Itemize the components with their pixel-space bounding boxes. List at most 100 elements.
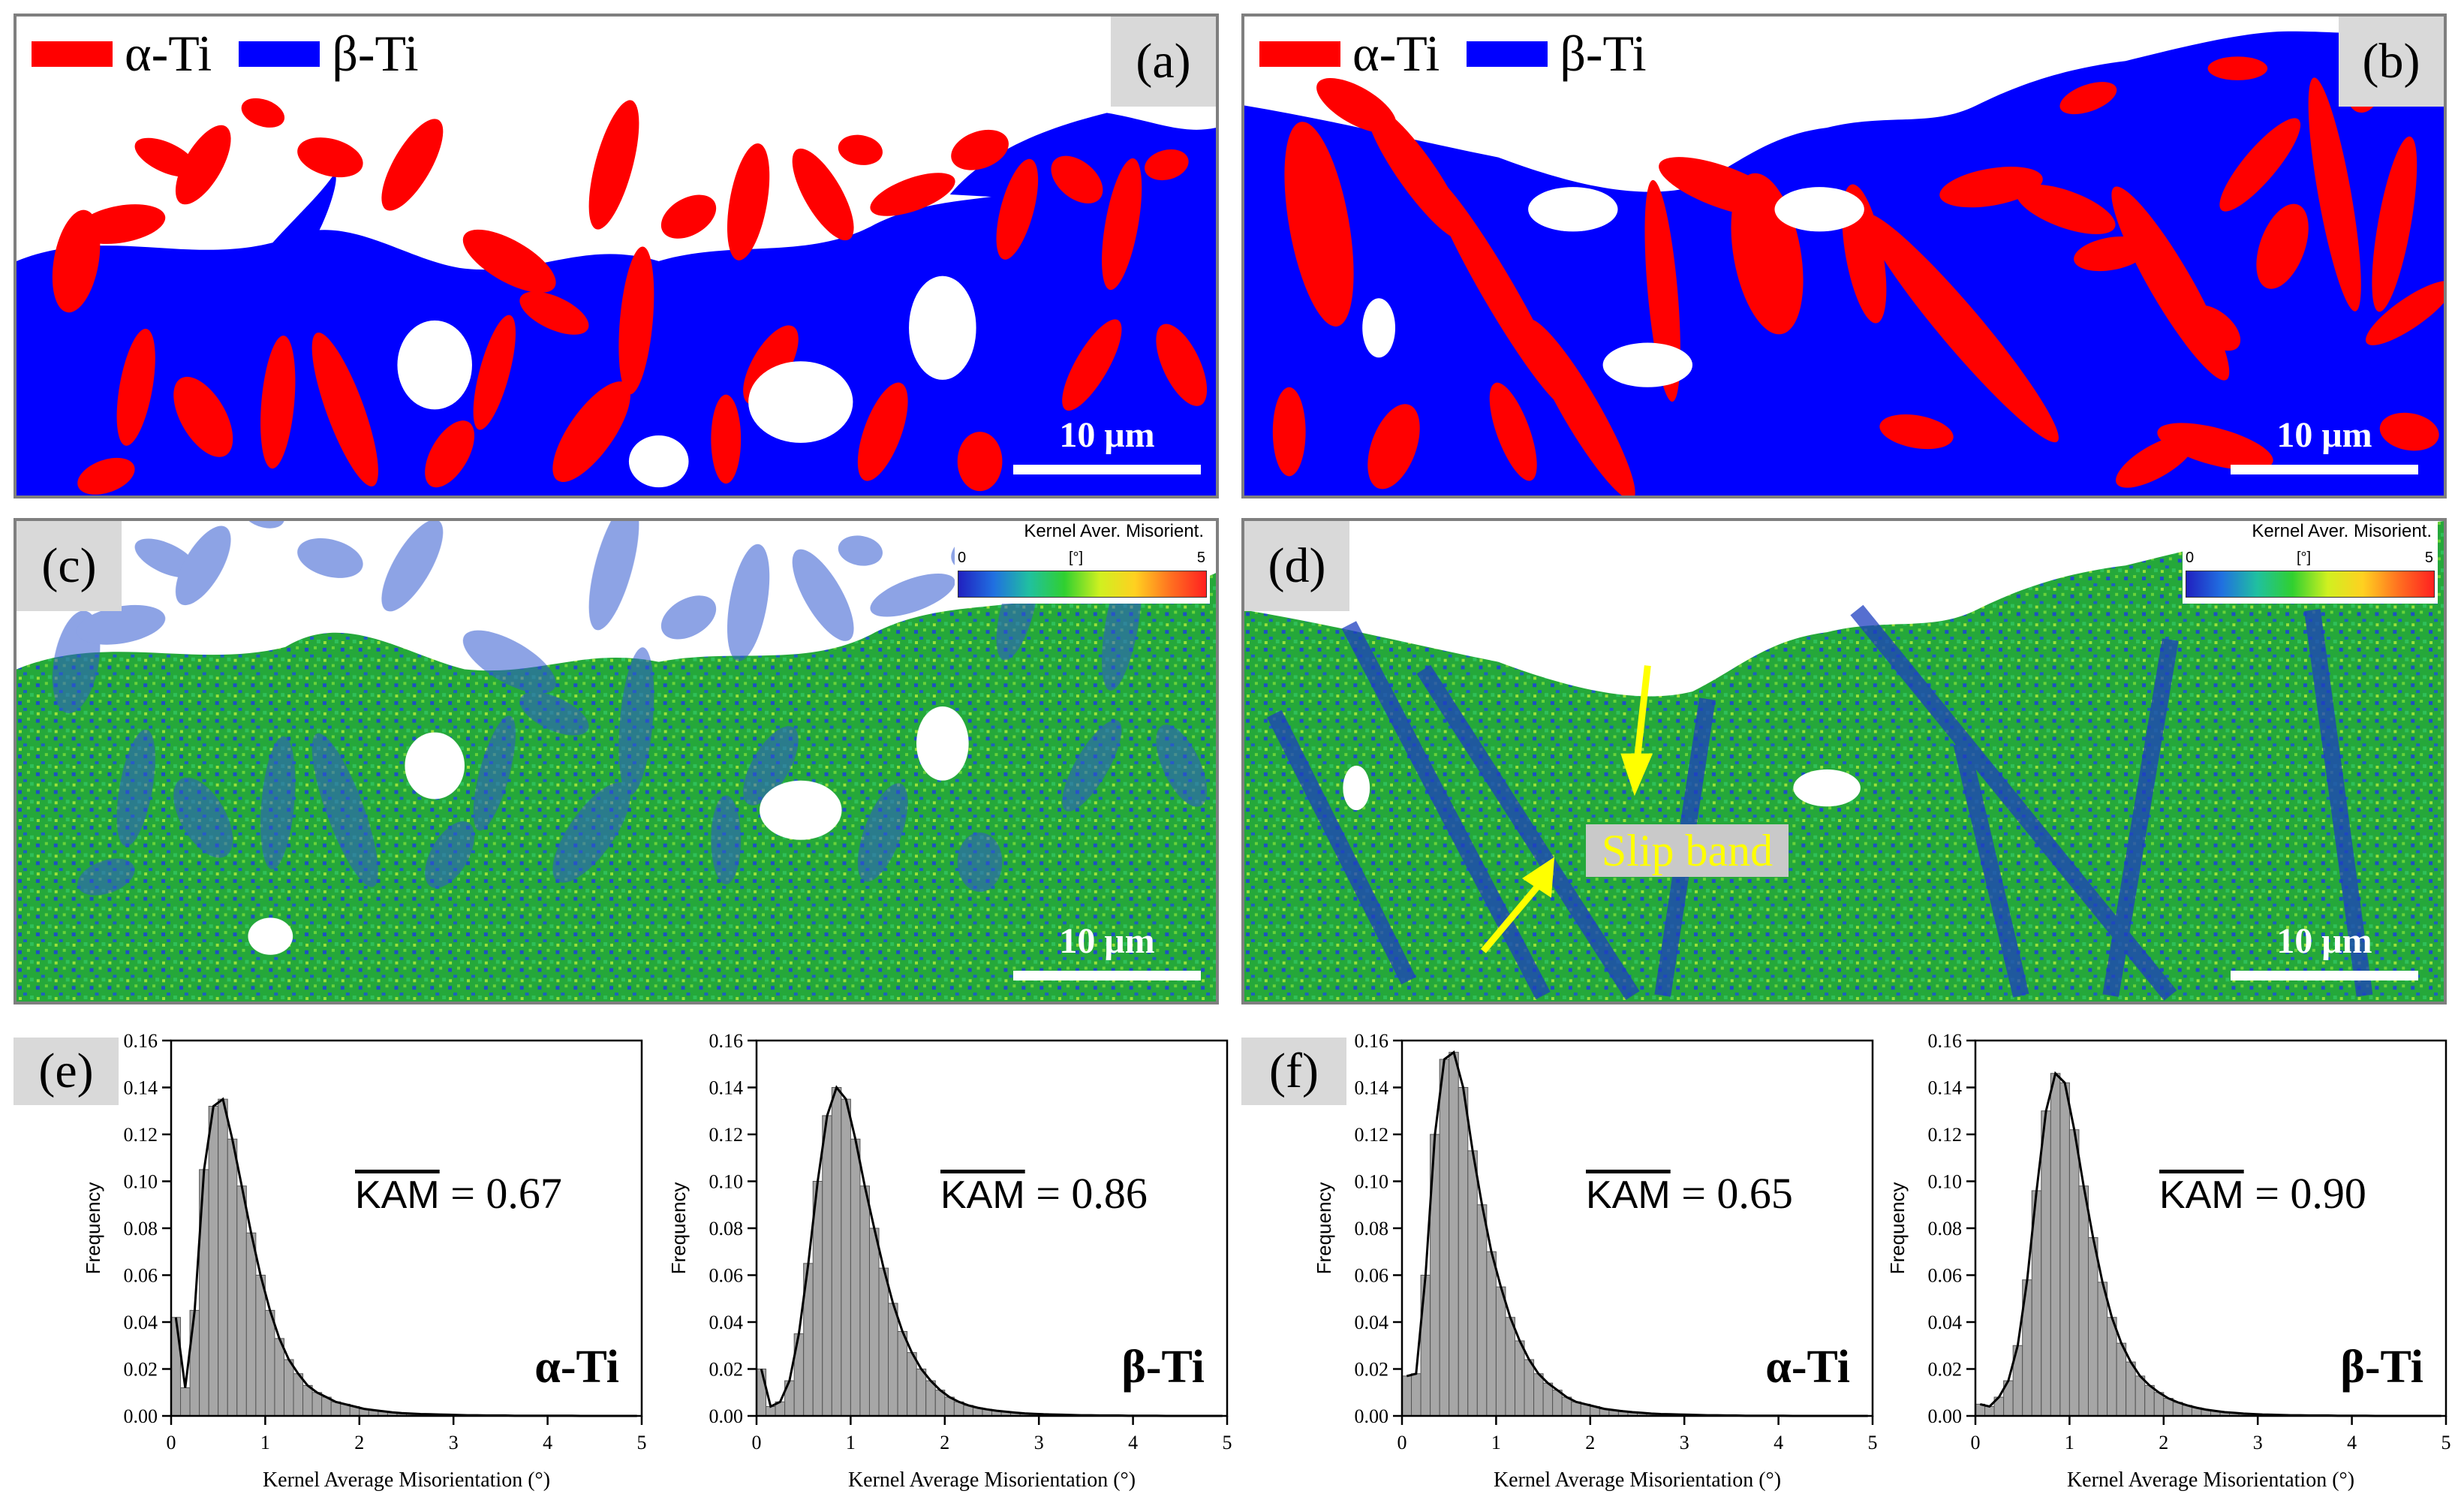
beta-legend-label: β-Ti <box>1560 25 1647 82</box>
histogram-bar <box>1514 1340 1525 1417</box>
histogram-bar <box>2144 1384 2155 1417</box>
histogram-f-alpha: 0 1 2 3 4 5 0.00 0.02 0.04 0.06 0.08 0.10 0.12 0.14 0.… <box>1231 1029 1906 1506</box>
x-tick-label: 2 <box>2159 1432 2168 1453</box>
scale-bar-d: 10 μm <box>2231 920 2418 980</box>
y-axis-label: Frequency <box>1886 1182 1909 1275</box>
kam-mean-value: = 0.65 <box>1670 1169 1793 1218</box>
beta-swatch <box>1467 41 1548 67</box>
y-tick-label: 0.10 <box>709 1171 744 1193</box>
histogram-bar <box>2126 1361 2136 1417</box>
phase-map-b-image <box>1244 31 2444 495</box>
alpha-legend-label: α-Ti <box>1352 25 1440 82</box>
slip-band-label: Slip band <box>1586 824 1789 877</box>
panel-label-a: (a) <box>1111 17 1216 107</box>
y-tick-label: 0.16 <box>1355 1030 1389 1052</box>
y-tick-label: 0.06 <box>709 1265 744 1287</box>
histogram-bar <box>2116 1342 2127 1417</box>
histogram-bar <box>2153 1392 2165 1417</box>
histogram-svg: 0 1 2 3 4 5 0.00 0.02 0.04 0.06 0.08 0.10 0.12 0.14 0.… <box>1313 1030 1878 1492</box>
histogram-bar <box>868 1227 880 1417</box>
y-tick-label: 0.10 <box>1355 1171 1389 1193</box>
histogram-bar <box>245 1232 257 1417</box>
y-tick-label: 0.12 <box>1355 1124 1389 1146</box>
colorbar-gradient <box>2186 571 2435 598</box>
kam-mean-value: = 0.67 <box>439 1169 562 1218</box>
histogram-bar <box>2107 1317 2117 1417</box>
histogram-bar <box>1439 1059 1450 1417</box>
kam-mean: KAM = 0.67 <box>355 1168 562 1218</box>
histogram-bar <box>916 1369 927 1417</box>
histogram-bar <box>283 1359 294 1417</box>
phase-label: β-Ti <box>1121 1342 1205 1393</box>
histogram-f-beta: 0 1 2 3 4 5 0.00 0.02 0.04 0.06 0.08 0.10 0.12 0.14 0.… <box>1804 1029 2464 1506</box>
histogram-bar <box>2059 1082 2070 1417</box>
y-tick-label: 0.04 <box>709 1312 744 1333</box>
y-tick-label: 0.00 <box>124 1405 158 1427</box>
colorbar-title: Kernel Aver. Misorient. <box>1024 521 1204 541</box>
y-tick-label: 0.02 <box>124 1359 158 1381</box>
panel-label-b: (b) <box>2339 17 2444 107</box>
histogram-bar <box>311 1392 323 1417</box>
kam-mean-symbol: KAM <box>1586 1173 1671 1217</box>
phase-map-a: α-Ti β-Ti (a) 10 μm <box>14 14 1219 498</box>
beta-legend-label: β-Ti <box>332 25 419 82</box>
colorbar-max: 5 <box>1196 550 1205 566</box>
y-tick-label: 0.12 <box>124 1124 158 1146</box>
phase-legend-a: α-Ti β-Ti <box>32 24 419 83</box>
kam-mean: KAM = 0.86 <box>940 1168 1148 1218</box>
histogram-bar <box>2078 1185 2089 1417</box>
y-tick-label: 0.14 <box>1355 1077 1389 1099</box>
histogram-bar <box>218 1098 228 1417</box>
y-tick-label: 0.04 <box>124 1312 158 1333</box>
x-tick-label: 0 <box>752 1432 762 1453</box>
histogram-bar <box>1458 1087 1469 1417</box>
histogram-bar <box>2163 1398 2174 1417</box>
alpha-legend-label: α-Ti <box>125 25 212 82</box>
scale-bar-line-a <box>1013 465 1201 474</box>
x-tick-label: 0 <box>1397 1432 1407 1453</box>
y-tick-label: 0.04 <box>1928 1312 1963 1333</box>
panel-label-e: (e) <box>14 1038 119 1105</box>
histogram-bar <box>2050 1073 2061 1417</box>
slip-band-arrows <box>1480 665 1653 953</box>
y-tick-label: 0.00 <box>709 1405 744 1427</box>
histogram-bar <box>859 1185 870 1417</box>
phase-label: β-Ti <box>2340 1342 2423 1393</box>
scale-bar-label-a: 10 μm <box>1059 415 1155 455</box>
kam-map-d: (d) Kernel Aver. Misorient. 0 [°] 5 10 μ… <box>1241 518 2447 1005</box>
x-tick-label: 4 <box>1128 1432 1138 1453</box>
x-tick-label: 3 <box>1034 1432 1044 1453</box>
histogram-bar <box>1505 1317 1515 1417</box>
histogram-svg: 0 1 2 3 4 5 0.00 0.02 0.04 0.06 0.08 0.10 0.12 0.14 0.… <box>82 1030 647 1492</box>
histogram-bar <box>1524 1359 1535 1417</box>
y-tick-label: 0.08 <box>1355 1218 1389 1239</box>
y-tick-label: 0.12 <box>709 1124 744 1146</box>
histogram-bar <box>1495 1286 1506 1417</box>
scale-bar-line-d <box>2231 971 2418 980</box>
y-tick-label: 0.16 <box>124 1030 158 1052</box>
histogram-svg: 0 1 2 3 4 5 0.00 0.02 0.04 0.06 0.08 0.10 0.12 0.14 0.… <box>667 1030 1232 1492</box>
kam-colorbar-d: Kernel Aver. Misorient. 0 [°] 5 <box>2183 521 2438 604</box>
y-tick-label: 0.08 <box>1928 1218 1963 1239</box>
kam-map-c-image <box>17 521 1216 1001</box>
histogram-bar <box>1420 1275 1431 1417</box>
y-tick-label: 0.12 <box>1928 1124 1963 1146</box>
histogram-bar <box>170 1317 182 1417</box>
x-axis-label: Kernel Average Misorientation (°) <box>263 1468 550 1492</box>
histogram-bar <box>264 1309 275 1417</box>
x-tick-label: 2 <box>940 1432 949 1453</box>
histogram-bar <box>1411 1373 1422 1417</box>
x-tick-label: 4 <box>1774 1432 1783 1453</box>
kam-mean-symbol: KAM <box>940 1173 1025 1217</box>
histogram-bar <box>850 1138 861 1417</box>
phase-map-a-image <box>17 98 1216 495</box>
kam-colorbar-c: Kernel Aver. Misorient. 0 [°] 5 <box>955 521 1210 604</box>
y-tick-label: 0.00 <box>1355 1405 1389 1427</box>
panel-label-d: (d) <box>1244 521 1349 611</box>
x-tick-label: 0 <box>167 1432 176 1453</box>
histogram-bar <box>1486 1251 1497 1417</box>
histogram-bar <box>1533 1373 1544 1417</box>
kam-mean: KAM = 0.90 <box>2159 1168 2366 1218</box>
histogram-bar <box>925 1380 936 1417</box>
y-tick-label: 0.10 <box>124 1171 158 1193</box>
